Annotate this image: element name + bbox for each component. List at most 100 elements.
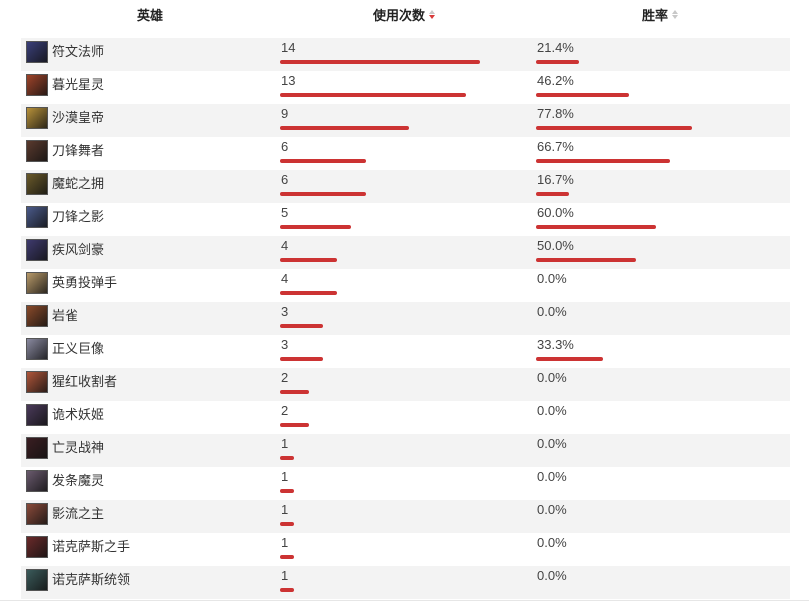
hero-cell[interactable]: 岩雀: [26, 305, 78, 327]
column-header-uses[interactable]: 使用次数: [373, 5, 436, 24]
hero-avatar[interactable]: [26, 404, 48, 426]
hero-cell[interactable]: 影流之主: [26, 503, 104, 525]
uses-value: 5: [281, 205, 289, 220]
winrate-value: 0.0%: [537, 271, 567, 286]
hero-avatar[interactable]: [26, 41, 48, 63]
sort-asc-icon: [429, 10, 436, 14]
hero-avatar[interactable]: [26, 74, 48, 96]
table-row: 猩红收割者 2 0.0%: [21, 368, 790, 401]
winrate-value: 0.0%: [537, 502, 567, 517]
hero-name: 岩雀: [52, 308, 79, 323]
hero-avatar[interactable]: [26, 239, 48, 261]
hero-cell[interactable]: 诡术妖姬: [26, 404, 104, 426]
hero-cell[interactable]: 刀锋舞者: [26, 140, 104, 162]
hero-avatar[interactable]: [26, 371, 48, 393]
table-row: 正义巨像 3 33.3%: [21, 335, 790, 368]
hero-avatar[interactable]: [26, 437, 48, 459]
hero-avatar[interactable]: [26, 107, 48, 129]
winrate-value: 46.2%: [537, 73, 574, 88]
hero-cell[interactable]: 魔蛇之拥: [26, 173, 104, 195]
hero-cell[interactable]: 疾风剑豪: [26, 239, 104, 261]
hero-name: 暮光星灵: [52, 77, 105, 92]
winrate-bar: [536, 60, 579, 64]
column-header-winrate-label: 胜率: [642, 8, 669, 23]
uses-bar: [280, 555, 294, 559]
hero-avatar[interactable]: [26, 338, 48, 360]
uses-bar: [280, 489, 294, 493]
column-header-hero-label: 英雄: [137, 8, 164, 23]
sort-arrows-icon[interactable]: [429, 10, 436, 19]
uses-value: 3: [281, 304, 289, 319]
sort-desc-icon: [672, 15, 679, 19]
winrate-value: 77.8%: [537, 106, 574, 121]
hero-name: 英勇投弹手: [52, 275, 118, 290]
hero-name: 诺克萨斯统领: [52, 572, 131, 587]
hero-avatar[interactable]: [26, 470, 48, 492]
hero-name: 亡灵战神: [52, 440, 105, 455]
hero-name: 疾风剑豪: [52, 242, 105, 257]
hero-name: 猩红收割者: [52, 374, 118, 389]
winrate-value: 33.3%: [537, 337, 574, 352]
table-row: 英勇投弹手 4 0.0%: [21, 269, 790, 302]
winrate-bar: [536, 357, 603, 361]
winrate-value: 0.0%: [537, 568, 567, 583]
uses-bar: [280, 588, 294, 592]
hero-name: 发条魔灵: [52, 473, 105, 488]
hero-cell[interactable]: 亡灵战神: [26, 437, 104, 459]
uses-bar: [280, 159, 366, 163]
hero-stats-table: 英雄 使用次数 胜率 符文法师 14 21.4% 暮光星灵 13 46.2% 沙漠皇帝 9 77…: [21, 0, 790, 599]
winrate-value: 0.0%: [537, 370, 567, 385]
hero-avatar[interactable]: [26, 536, 48, 558]
table-body: 符文法师 14 21.4% 暮光星灵 13 46.2% 沙漠皇帝 9 77.8% 刀锋舞者 6 66.…: [21, 38, 790, 599]
uses-value: 4: [281, 238, 289, 253]
uses-value: 14: [281, 40, 296, 55]
uses-bar: [280, 291, 337, 295]
hero-avatar[interactable]: [26, 305, 48, 327]
uses-bar: [280, 324, 323, 328]
hero-avatar[interactable]: [26, 503, 48, 525]
winrate-value: 0.0%: [537, 436, 567, 451]
table-row: 亡灵战神 1 0.0%: [21, 434, 790, 467]
winrate-value: 50.0%: [537, 238, 574, 253]
hero-avatar[interactable]: [26, 206, 48, 228]
hero-name: 魔蛇之拥: [52, 176, 105, 191]
hero-cell[interactable]: 正义巨像: [26, 338, 104, 360]
sort-desc-icon: [429, 15, 436, 19]
hero-cell[interactable]: 发条魔灵: [26, 470, 104, 492]
winrate-bar: [536, 258, 636, 262]
hero-cell[interactable]: 暮光星灵: [26, 74, 104, 96]
uses-value: 1: [281, 436, 289, 451]
sort-arrows-icon[interactable]: [672, 10, 679, 19]
uses-bar: [280, 258, 337, 262]
hero-cell[interactable]: 刀锋之影: [26, 206, 104, 228]
uses-bar: [280, 390, 309, 394]
uses-value: 1: [281, 502, 289, 517]
winrate-bar: [536, 225, 656, 229]
uses-value: 6: [281, 172, 289, 187]
winrate-bar: [536, 159, 670, 163]
column-header-winrate[interactable]: 胜率: [642, 5, 679, 24]
uses-value: 2: [281, 370, 289, 385]
hero-cell[interactable]: 符文法师: [26, 41, 104, 63]
hero-avatar[interactable]: [26, 173, 48, 195]
uses-bar: [280, 192, 366, 196]
table-row: 诡术妖姬 2 0.0%: [21, 401, 790, 434]
hero-cell[interactable]: 英勇投弹手: [26, 272, 117, 294]
hero-name: 刀锋之影: [52, 209, 105, 224]
winrate-value: 0.0%: [537, 304, 567, 319]
hero-cell[interactable]: 猩红收割者: [26, 371, 117, 393]
hero-name: 影流之主: [52, 506, 105, 521]
uses-bar: [280, 126, 409, 130]
column-header-uses-label: 使用次数: [373, 8, 426, 23]
hero-cell[interactable]: 诺克萨斯统领: [26, 569, 130, 591]
hero-avatar[interactable]: [26, 569, 48, 591]
hero-cell[interactable]: 沙漠皇帝: [26, 107, 104, 129]
winrate-value: 0.0%: [537, 469, 567, 484]
table-row: 诺克萨斯之手 1 0.0%: [21, 533, 790, 566]
table-row: 影流之主 1 0.0%: [21, 500, 790, 533]
table-row: 诺克萨斯统领 1 0.0%: [21, 566, 790, 599]
hero-avatar[interactable]: [26, 272, 48, 294]
winrate-value: 66.7%: [537, 139, 574, 154]
hero-cell[interactable]: 诺克萨斯之手: [26, 536, 130, 558]
hero-avatar[interactable]: [26, 140, 48, 162]
